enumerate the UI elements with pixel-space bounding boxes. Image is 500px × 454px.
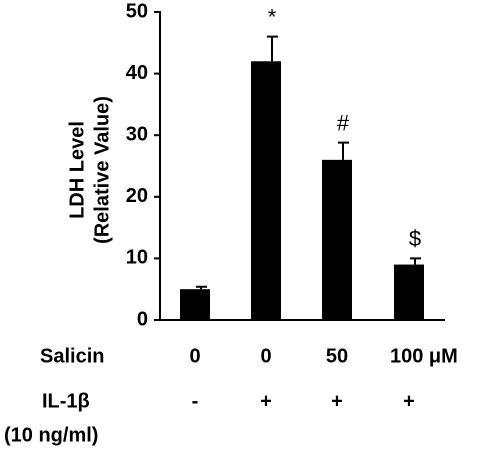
row-value: 50 xyxy=(326,345,348,367)
annotation: $ xyxy=(409,226,421,251)
bar xyxy=(322,159,352,320)
row-value: + xyxy=(403,390,415,412)
y-tick-label: 40 xyxy=(126,62,148,84)
y-tick-label: 10 xyxy=(126,247,148,269)
y-tick-label: 50 xyxy=(126,0,148,22)
bar xyxy=(394,264,424,320)
annotation: # xyxy=(337,110,350,135)
y-axis-label: LDH Level xyxy=(66,121,88,219)
y-axis-label: (Relative Value) xyxy=(91,96,113,244)
bar xyxy=(180,289,210,320)
annotation: * xyxy=(268,4,277,29)
bar xyxy=(251,61,281,320)
error-bar xyxy=(338,141,349,160)
row-value: - xyxy=(192,390,199,412)
row-value: 0 xyxy=(260,345,271,367)
error-bar xyxy=(410,257,421,265)
y-tick-label: 0 xyxy=(137,308,148,330)
error-bar xyxy=(196,285,207,290)
row-sublabel: (10 ng/ml) xyxy=(4,424,98,446)
y-tick-label: 20 xyxy=(126,185,148,207)
row-label: Salicin xyxy=(40,345,104,367)
error-bar xyxy=(267,35,278,62)
row-label: IL-1β xyxy=(42,390,90,412)
y-tick-label: 30 xyxy=(126,123,148,145)
row-value: 0 xyxy=(189,345,200,367)
row-value: + xyxy=(260,390,272,412)
row-value: + xyxy=(331,390,343,412)
row-value: 100 μM xyxy=(390,345,458,367)
